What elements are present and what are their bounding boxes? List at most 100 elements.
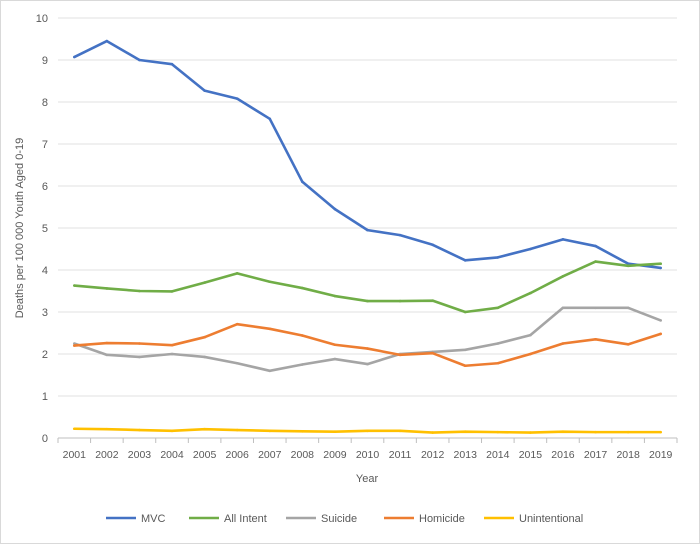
data-point bbox=[561, 275, 565, 278]
data-point bbox=[561, 238, 565, 241]
data-point bbox=[203, 355, 206, 359]
data-point bbox=[301, 334, 304, 337]
x-tick-label: 2007 bbox=[258, 449, 282, 461]
y-tick-label: 1 bbox=[42, 391, 48, 403]
data-point bbox=[235, 428, 239, 432]
data-point bbox=[170, 290, 174, 293]
data-point bbox=[561, 342, 565, 345]
x-tick-label: 2005 bbox=[193, 449, 217, 461]
data-point bbox=[659, 266, 663, 270]
data-point bbox=[431, 431, 434, 434]
series-line bbox=[73, 39, 661, 270]
data-point bbox=[268, 327, 272, 331]
data-point bbox=[398, 429, 402, 433]
data-point bbox=[333, 430, 337, 434]
data-point bbox=[333, 343, 337, 347]
data-point bbox=[203, 427, 206, 431]
x-tick-label: 2014 bbox=[486, 449, 510, 461]
data-point bbox=[72, 344, 76, 347]
x-axis-label: Year bbox=[356, 473, 379, 485]
data-point bbox=[301, 429, 304, 433]
data-point bbox=[138, 428, 141, 432]
y-tick-label: 3 bbox=[42, 307, 48, 319]
data-point bbox=[529, 291, 532, 295]
series-all-intent bbox=[72, 260, 663, 314]
data-point bbox=[626, 343, 630, 346]
x-tick-label: 2004 bbox=[160, 449, 184, 461]
data-point bbox=[72, 427, 76, 431]
x-tick-label: 2011 bbox=[389, 449, 412, 461]
data-point bbox=[463, 348, 467, 352]
legend-label: All Intent bbox=[224, 513, 267, 525]
data-point bbox=[626, 306, 630, 310]
data-point bbox=[659, 262, 663, 266]
data-point bbox=[72, 342, 76, 345]
data-point bbox=[333, 357, 337, 361]
data-point bbox=[235, 272, 239, 275]
data-point bbox=[203, 89, 206, 92]
data-point bbox=[626, 262, 630, 266]
data-point bbox=[594, 338, 597, 341]
data-point bbox=[170, 62, 174, 66]
legend-item: Homicide bbox=[384, 513, 465, 525]
data-point bbox=[170, 352, 174, 356]
legend-item: MVC bbox=[106, 513, 166, 525]
data-point bbox=[529, 333, 532, 337]
data-point bbox=[333, 294, 337, 298]
y-tick-label: 10 bbox=[36, 13, 48, 25]
data-point bbox=[496, 256, 500, 259]
data-point bbox=[463, 310, 467, 314]
data-point bbox=[398, 233, 402, 237]
data-point bbox=[170, 429, 174, 433]
x-tick-label: 2003 bbox=[128, 449, 152, 461]
data-point bbox=[594, 430, 597, 434]
data-point bbox=[268, 280, 272, 284]
y-tick-label: 9 bbox=[42, 55, 48, 67]
data-point bbox=[138, 289, 141, 293]
data-point bbox=[301, 180, 304, 184]
series-mvc bbox=[72, 39, 663, 270]
x-tick-label: 2001 bbox=[63, 449, 87, 461]
data-point bbox=[529, 247, 532, 251]
data-point bbox=[626, 264, 630, 268]
y-tick-label: 4 bbox=[42, 265, 48, 277]
x-tick-label: 2016 bbox=[551, 449, 575, 461]
data-point bbox=[268, 369, 272, 373]
data-point bbox=[301, 286, 304, 290]
series-line bbox=[73, 306, 662, 373]
x-tick-label: 2010 bbox=[356, 449, 380, 461]
x-tick-label: 2002 bbox=[95, 449, 119, 461]
data-point bbox=[463, 430, 467, 434]
data-point bbox=[105, 39, 109, 43]
data-point bbox=[496, 306, 500, 310]
legend-label: MVC bbox=[141, 513, 166, 525]
data-point bbox=[366, 228, 369, 232]
data-point bbox=[496, 361, 500, 365]
data-point bbox=[333, 207, 337, 211]
data-point bbox=[235, 97, 239, 100]
data-point bbox=[170, 343, 174, 347]
data-point bbox=[659, 332, 663, 336]
data-point bbox=[561, 430, 565, 434]
data-point bbox=[431, 299, 434, 302]
data-point bbox=[496, 342, 500, 345]
y-tick-label: 6 bbox=[42, 181, 48, 193]
data-point bbox=[235, 361, 239, 365]
x-tick-label: 2019 bbox=[649, 449, 673, 461]
y-tick-label: 7 bbox=[42, 139, 48, 151]
data-point bbox=[463, 259, 467, 262]
data-point bbox=[235, 322, 239, 326]
data-point bbox=[398, 353, 402, 357]
data-point bbox=[268, 429, 272, 433]
y-tick-label: 0 bbox=[42, 433, 48, 445]
y-tick-label: 8 bbox=[42, 97, 48, 109]
data-point bbox=[72, 284, 76, 287]
data-point bbox=[366, 362, 369, 366]
x-tick-label: 2008 bbox=[291, 449, 315, 461]
x-tick-label: 2015 bbox=[519, 449, 543, 461]
legend-label: Unintentional bbox=[519, 513, 583, 525]
y-axis-label: Deaths per 100 000 Youth Aged 0-19 bbox=[14, 138, 26, 318]
data-point bbox=[366, 429, 369, 433]
data-point bbox=[138, 342, 141, 345]
